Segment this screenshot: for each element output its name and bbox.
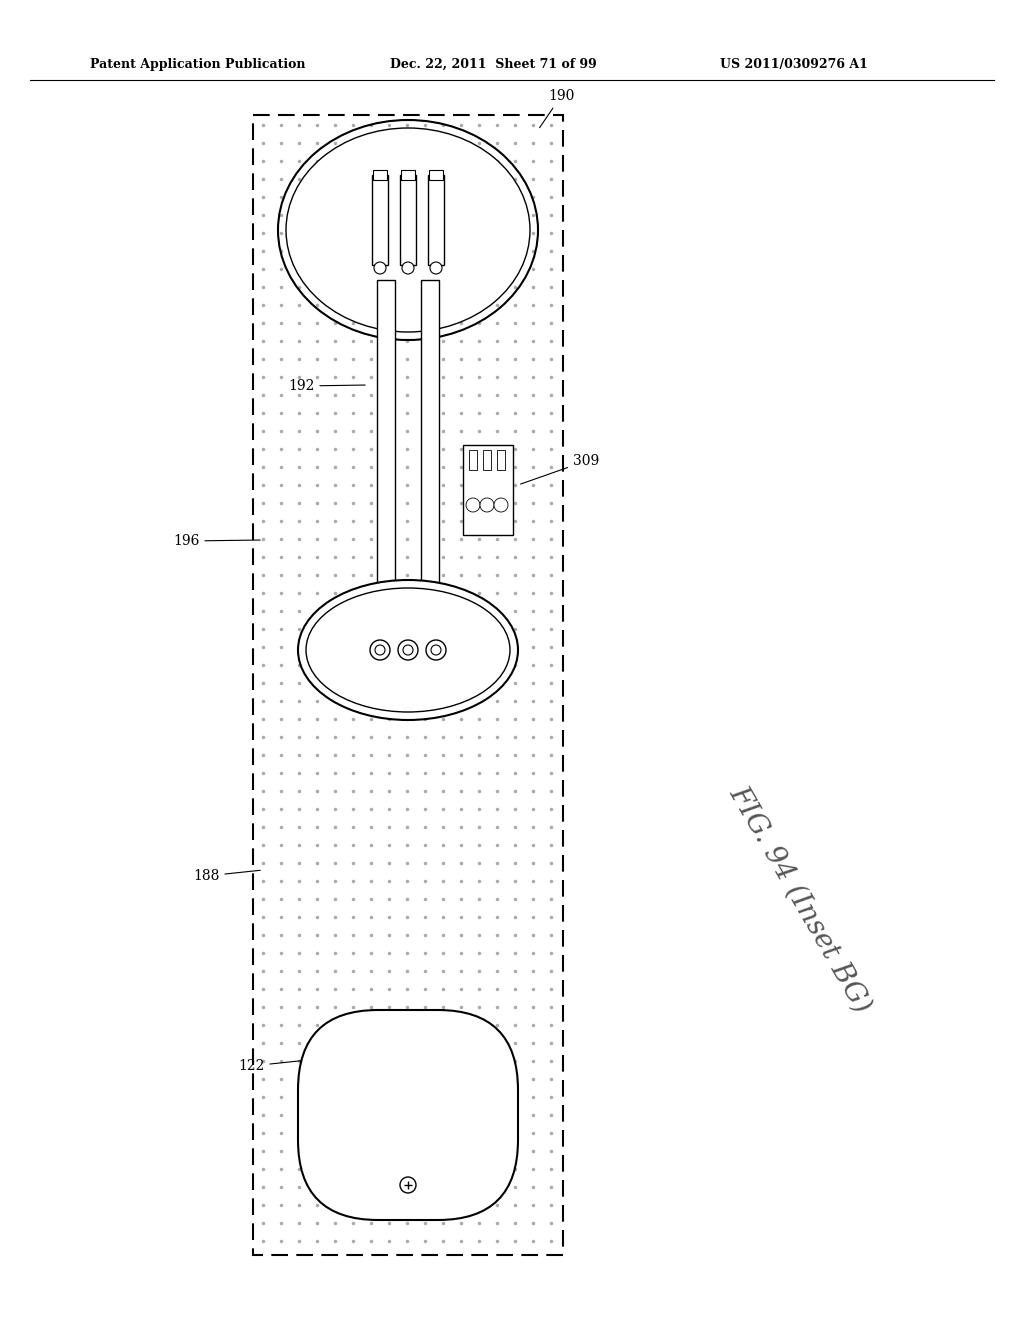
Circle shape xyxy=(375,645,385,655)
Text: 309: 309 xyxy=(520,454,599,484)
Circle shape xyxy=(402,261,414,275)
Bar xyxy=(377,280,395,610)
Text: US 2011/0309276 A1: US 2011/0309276 A1 xyxy=(720,58,868,71)
Circle shape xyxy=(480,498,494,512)
Text: 190: 190 xyxy=(540,88,574,128)
Ellipse shape xyxy=(298,579,518,719)
Bar xyxy=(483,450,490,470)
Circle shape xyxy=(430,261,442,275)
Text: 196: 196 xyxy=(173,535,260,548)
Text: 122: 122 xyxy=(238,1059,305,1073)
Ellipse shape xyxy=(306,587,510,711)
Text: 192: 192 xyxy=(288,379,366,393)
Bar xyxy=(429,170,443,180)
Bar xyxy=(421,280,439,610)
Circle shape xyxy=(374,261,386,275)
Bar xyxy=(428,176,444,265)
Bar xyxy=(373,170,387,180)
Bar xyxy=(400,176,416,265)
Bar xyxy=(463,445,513,535)
Circle shape xyxy=(494,498,508,512)
Bar xyxy=(372,176,388,265)
Circle shape xyxy=(466,498,480,512)
Text: Patent Application Publication: Patent Application Publication xyxy=(90,58,305,71)
Bar xyxy=(469,450,477,470)
Text: Dec. 22, 2011  Sheet 71 of 99: Dec. 22, 2011 Sheet 71 of 99 xyxy=(390,58,597,71)
Bar xyxy=(401,170,415,180)
Circle shape xyxy=(431,645,441,655)
Circle shape xyxy=(403,645,413,655)
Bar xyxy=(253,115,563,1255)
Text: FIG. 94 (Inset BG): FIG. 94 (Inset BG) xyxy=(724,781,877,1018)
Text: 188: 188 xyxy=(193,869,260,883)
Circle shape xyxy=(398,640,418,660)
Circle shape xyxy=(370,640,390,660)
FancyBboxPatch shape xyxy=(298,1010,518,1220)
Circle shape xyxy=(426,640,446,660)
Ellipse shape xyxy=(286,128,530,333)
Bar xyxy=(497,450,505,470)
